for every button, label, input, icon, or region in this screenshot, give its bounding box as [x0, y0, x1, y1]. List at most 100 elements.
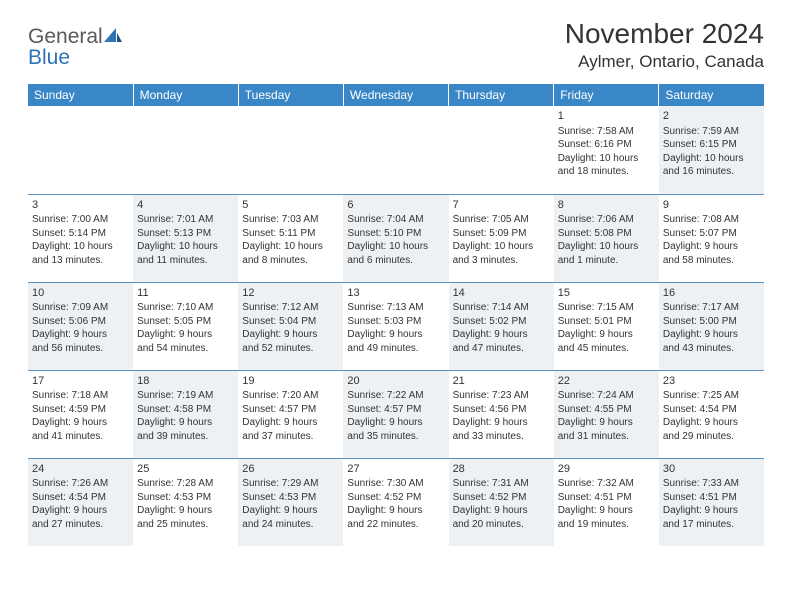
daylight-text: and 54 minutes.: [137, 342, 234, 356]
calendar-cell: [238, 106, 343, 194]
daylight-text: and 47 minutes.: [453, 342, 550, 356]
sunset-text: Sunset: 5:04 PM: [242, 315, 339, 329]
sunrise-text: Sunrise: 7:32 AM: [558, 477, 655, 491]
calendar-cell: 28Sunrise: 7:31 AMSunset: 4:52 PMDayligh…: [449, 458, 554, 546]
day-number: 30: [663, 462, 760, 477]
sunrise-text: Sunrise: 7:03 AM: [242, 213, 339, 227]
sunrise-text: Sunrise: 7:28 AM: [137, 477, 234, 491]
calendar-cell: 7Sunrise: 7:05 AMSunset: 5:09 PMDaylight…: [449, 194, 554, 282]
sunrise-text: Sunrise: 7:13 AM: [347, 301, 444, 315]
calendar-cell: 19Sunrise: 7:20 AMSunset: 4:57 PMDayligh…: [238, 370, 343, 458]
calendar-cell: 1Sunrise: 7:58 AMSunset: 6:16 PMDaylight…: [554, 106, 659, 194]
sail-icon: [103, 26, 123, 47]
daylight-text: Daylight: 9 hours: [347, 328, 444, 342]
daylight-text: Daylight: 9 hours: [242, 416, 339, 430]
calendar-cell: 5Sunrise: 7:03 AMSunset: 5:11 PMDaylight…: [238, 194, 343, 282]
day-number: 10: [32, 286, 129, 301]
daylight-text: and 17 minutes.: [663, 518, 760, 532]
sunrise-text: Sunrise: 7:17 AM: [663, 301, 760, 315]
calendar-cell: 11Sunrise: 7:10 AMSunset: 5:05 PMDayligh…: [133, 282, 238, 370]
sunrise-text: Sunrise: 7:23 AM: [453, 389, 550, 403]
daylight-text: and 35 minutes.: [347, 430, 444, 444]
daylight-text: Daylight: 9 hours: [453, 416, 550, 430]
sunrise-text: Sunrise: 7:18 AM: [32, 389, 129, 403]
daylight-text: Daylight: 9 hours: [453, 328, 550, 342]
daylight-text: and 39 minutes.: [137, 430, 234, 444]
sunrise-text: Sunrise: 7:24 AM: [558, 389, 655, 403]
daylight-text: Daylight: 10 hours: [137, 240, 234, 254]
day-number: 17: [32, 374, 129, 389]
sunset-text: Sunset: 4:52 PM: [347, 491, 444, 505]
calendar-cell: 4Sunrise: 7:01 AMSunset: 5:13 PMDaylight…: [133, 194, 238, 282]
daylight-text: Daylight: 9 hours: [32, 504, 129, 518]
daylight-text: and 49 minutes.: [347, 342, 444, 356]
calendar-cell: [28, 106, 133, 194]
sunrise-text: Sunrise: 7:29 AM: [242, 477, 339, 491]
sunrise-text: Sunrise: 7:04 AM: [347, 213, 444, 227]
day-number: 23: [663, 374, 760, 389]
day-number: 3: [32, 198, 129, 213]
daylight-text: Daylight: 9 hours: [137, 416, 234, 430]
sunrise-text: Sunrise: 7:01 AM: [137, 213, 234, 227]
day-number: 15: [558, 286, 655, 301]
location: Aylmer, Ontario, Canada: [565, 52, 764, 72]
calendar-cell: 16Sunrise: 7:17 AMSunset: 5:00 PMDayligh…: [659, 282, 764, 370]
logo-word-general: General: [28, 25, 103, 48]
daylight-text: and 33 minutes.: [453, 430, 550, 444]
daylight-text: and 24 minutes.: [242, 518, 339, 532]
sunset-text: Sunset: 5:08 PM: [558, 227, 655, 241]
calendar-cell: 25Sunrise: 7:28 AMSunset: 4:53 PMDayligh…: [133, 458, 238, 546]
sunrise-text: Sunrise: 7:08 AM: [663, 213, 760, 227]
day-number: 18: [137, 374, 234, 389]
sunset-text: Sunset: 4:56 PM: [453, 403, 550, 417]
logo-word-blue: Blue: [28, 46, 70, 69]
day-number: 1: [558, 109, 655, 124]
day-number: 7: [453, 198, 550, 213]
day-number: 24: [32, 462, 129, 477]
daylight-text: and 1 minute.: [558, 254, 655, 268]
logo: General Blue: [28, 18, 123, 68]
sunrise-text: Sunrise: 7:26 AM: [32, 477, 129, 491]
calendar-page: General Blue November 2024 Aylmer, Ontar…: [0, 0, 792, 546]
daylight-text: and 52 minutes.: [242, 342, 339, 356]
day-number: 25: [137, 462, 234, 477]
sunset-text: Sunset: 4:54 PM: [663, 403, 760, 417]
sunset-text: Sunset: 5:11 PM: [242, 227, 339, 241]
daylight-text: Daylight: 9 hours: [137, 328, 234, 342]
daylight-text: Daylight: 9 hours: [242, 328, 339, 342]
daylight-text: and 22 minutes.: [347, 518, 444, 532]
calendar-cell: 10Sunrise: 7:09 AMSunset: 5:06 PMDayligh…: [28, 282, 133, 370]
logo-text: General Blue: [28, 26, 123, 68]
calendar-row: 3Sunrise: 7:00 AMSunset: 5:14 PMDaylight…: [28, 194, 764, 282]
day-number: 27: [347, 462, 444, 477]
day-header: Thursday: [449, 84, 554, 106]
title-block: November 2024 Aylmer, Ontario, Canada: [565, 18, 764, 72]
sunset-text: Sunset: 5:09 PM: [453, 227, 550, 241]
calendar-cell: 22Sunrise: 7:24 AMSunset: 4:55 PMDayligh…: [554, 370, 659, 458]
calendar-cell: 26Sunrise: 7:29 AMSunset: 4:53 PMDayligh…: [238, 458, 343, 546]
sunrise-text: Sunrise: 7:20 AM: [242, 389, 339, 403]
sunrise-text: Sunrise: 7:09 AM: [32, 301, 129, 315]
sunset-text: Sunset: 4:54 PM: [32, 491, 129, 505]
day-number: 8: [558, 198, 655, 213]
daylight-text: and 25 minutes.: [137, 518, 234, 532]
sunset-text: Sunset: 4:57 PM: [347, 403, 444, 417]
calendar-row: 1Sunrise: 7:58 AMSunset: 6:16 PMDaylight…: [28, 106, 764, 194]
daylight-text: Daylight: 9 hours: [453, 504, 550, 518]
sunrise-text: Sunrise: 7:12 AM: [242, 301, 339, 315]
day-number: 5: [242, 198, 339, 213]
daylight-text: and 56 minutes.: [32, 342, 129, 356]
sunrise-text: Sunrise: 7:33 AM: [663, 477, 760, 491]
day-number: 12: [242, 286, 339, 301]
calendar-cell: 20Sunrise: 7:22 AMSunset: 4:57 PMDayligh…: [343, 370, 448, 458]
daylight-text: Daylight: 9 hours: [558, 504, 655, 518]
daylight-text: Daylight: 10 hours: [663, 152, 760, 166]
daylight-text: and 6 minutes.: [347, 254, 444, 268]
sunset-text: Sunset: 4:51 PM: [663, 491, 760, 505]
day-number: 9: [663, 198, 760, 213]
day-header: Wednesday: [343, 84, 448, 106]
daylight-text: Daylight: 9 hours: [137, 504, 234, 518]
sunset-text: Sunset: 6:16 PM: [558, 138, 655, 152]
calendar-cell: 27Sunrise: 7:30 AMSunset: 4:52 PMDayligh…: [343, 458, 448, 546]
sunrise-text: Sunrise: 7:19 AM: [137, 389, 234, 403]
